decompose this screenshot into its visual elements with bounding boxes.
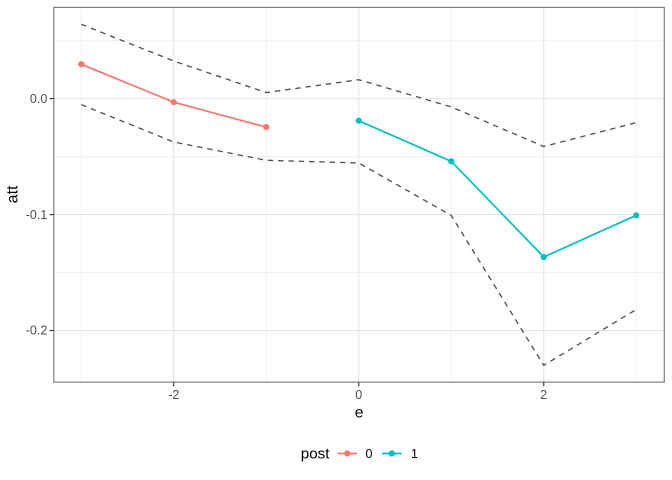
svg-text:-2: -2: [168, 388, 179, 402]
svg-text:0: 0: [355, 388, 362, 402]
svg-text:-0.1: -0.1: [26, 208, 48, 222]
svg-text:-0.2: -0.2: [26, 324, 48, 338]
svg-text:0.0: 0.0: [30, 92, 47, 106]
svg-text:e: e: [355, 405, 364, 422]
svg-text:0: 0: [366, 447, 373, 461]
svg-text:post: post: [301, 445, 330, 462]
svg-text:att: att: [5, 185, 22, 203]
svg-text:1: 1: [411, 447, 418, 461]
svg-text:2: 2: [540, 388, 547, 402]
